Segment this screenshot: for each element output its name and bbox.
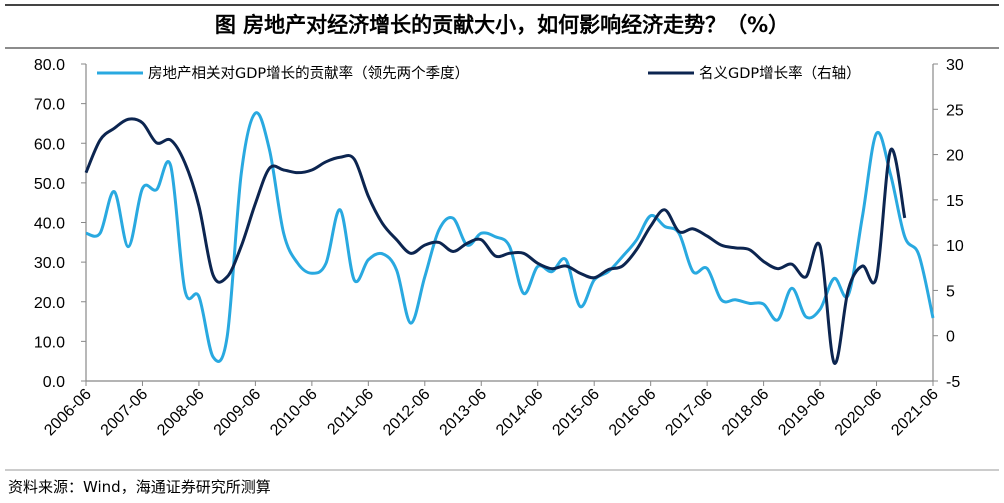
x-tick-label: 2009-06 [211,386,265,440]
right-tick-label: 10 [946,238,964,255]
left-tick-label: 60.0 [34,136,65,153]
series-line-real-estate-contribution [85,111,935,363]
right-tick-label: 20 [946,148,964,165]
x-tick-label: 2017-06 [662,386,716,440]
x-tick-label: 2014-06 [493,386,547,440]
x-tick-label: 2021-06 [888,386,942,440]
x-tick-label: 2007-06 [98,386,152,440]
x-tick-label: 2018-06 [719,386,773,440]
left-tick-label: 20.0 [34,295,65,312]
right-tick-label: 30 [946,57,964,74]
left-tick-label: 80.0 [34,57,65,74]
x-tick-label: 2019-06 [775,386,829,440]
legend: 房地产相关对GDP增长的贡献率（领先两个季度） 名义GDP增长率（右轴） [97,65,861,82]
legend-label-light: 房地产相关对GDP增长的贡献率（领先两个季度） [148,65,469,82]
left-tick-label: 30.0 [34,255,65,272]
x-tick-label: 2013-06 [437,386,491,440]
x-tick-label: 2015-06 [549,386,603,440]
right-tick-label: 15 [946,193,964,210]
x-tick-label: 2016-06 [606,386,660,440]
x-tick-label: 2008-06 [154,386,208,440]
left-tick-label: 0.0 [43,374,65,391]
x-tick-label: 2011-06 [324,386,377,439]
legend-label-dark: 名义GDP增长率（右轴） [699,65,861,82]
source-note: 资料来源：Wind，海通证券研究所测算 [8,478,271,496]
series-line-nominal-gdp-growth [84,117,907,365]
right-tick-label: 0 [946,329,955,346]
x-tick-label: 2006-06 [41,386,95,440]
series-layer [84,111,935,365]
right-tick-label: 25 [946,102,964,119]
x-tick-label: 2010-06 [267,386,321,440]
x-tick-label: 2012-06 [380,386,434,440]
left-tick-label: 40.0 [34,216,65,233]
chart-title: 图 房地产对经济增长的贡献大小，如何影响经济走势？（%） [215,13,789,37]
right-tick-label: 5 [946,283,955,300]
x-tick-label: 2020-06 [832,386,886,440]
left-tick-label: 70.0 [34,97,65,114]
axes: 0.0 10.0 20.0 30.0 40.0 50.0 60.0 70.0 80.0 -5 0 5 1… [34,57,964,439]
right-tick-label: -5 [946,374,960,391]
left-tick-label: 10.0 [34,334,65,351]
left-tick-label: 50.0 [34,176,65,193]
